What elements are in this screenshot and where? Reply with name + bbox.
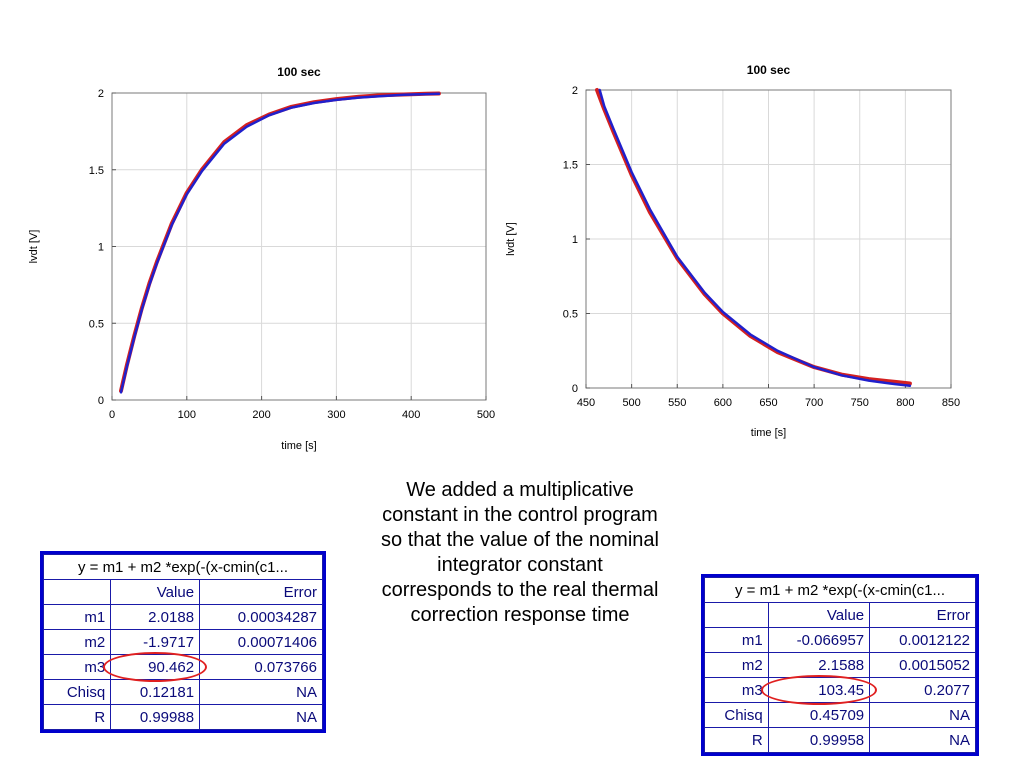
param-name: R xyxy=(704,727,769,753)
param-error: NA xyxy=(199,679,323,705)
y-tick-label: 2 xyxy=(98,88,104,100)
x-tick-label: 450 xyxy=(577,397,595,409)
chart-title: 100 sec xyxy=(747,63,791,77)
series-line-2 xyxy=(598,88,912,388)
param-name: Chisq xyxy=(42,679,112,705)
table-row: R 0.99988 NA xyxy=(42,704,323,730)
col-header-error: Error xyxy=(199,579,323,605)
param-name: m3 xyxy=(704,677,769,703)
x-tick-label: 300 xyxy=(327,409,345,421)
x-tick-label: 850 xyxy=(942,397,960,409)
fit-table-title: y = m1 + m2 *exp(-(x-cmin(c1... xyxy=(704,577,976,603)
param-name: m2 xyxy=(42,629,112,655)
chart-left: 0 100 200 300 400 500 0 0.5 1 1.5 2 100 sec time [s]… xyxy=(0,0,520,470)
param-error: NA xyxy=(869,702,976,728)
x-tick-label: 750 xyxy=(851,397,869,409)
col-header-error: Error xyxy=(869,602,976,628)
param-value: 2.0188 xyxy=(110,604,201,630)
x-tick-label: 0 xyxy=(109,409,115,421)
y-tick-label: 0.5 xyxy=(563,309,578,321)
table-row: Chisq 0.45709 NA xyxy=(704,702,976,728)
fit-table-left-grid: y = m1 + m2 *exp(-(x-cmin(c1... Value Er… xyxy=(42,554,323,730)
x-tick-label: 400 xyxy=(402,409,420,421)
series-line-2 xyxy=(119,92,441,394)
param-value-highlighted: 103.45 xyxy=(760,675,878,705)
fit-table-right-grid: y = m1 + m2 *exp(-(x-cmin(c1... Value Er… xyxy=(704,577,976,753)
x-tick-label: 800 xyxy=(896,397,914,409)
param-name: m3 xyxy=(42,654,112,680)
param-error: NA xyxy=(199,704,323,730)
y-tick-label: 2 xyxy=(572,85,578,97)
param-error: NA xyxy=(869,727,976,753)
param-name: m2 xyxy=(704,652,769,678)
table-row: m3 90.462 0.073766 xyxy=(42,652,323,682)
x-axis-label: time [s] xyxy=(281,440,316,452)
fit-table-left: y = m1 + m2 *exp(-(x-cmin(c1... Value Er… xyxy=(40,551,326,733)
param-value: 0.99988 xyxy=(110,704,201,730)
y-tick-label: 1.5 xyxy=(89,165,104,177)
table-row: m1 -0.066957 0.0012122 xyxy=(704,627,976,653)
col-header-value: Value xyxy=(110,579,201,605)
y-axis-label: lvdt [V] xyxy=(505,222,517,256)
param-value: -0.066957 xyxy=(767,627,871,653)
table-row: m1 2.0188 0.00034287 xyxy=(42,604,323,630)
x-tick-label: 650 xyxy=(759,397,777,409)
table-row: R 0.99958 NA xyxy=(704,727,976,753)
x-tick-label: 550 xyxy=(668,397,686,409)
param-value-highlighted: 90.462 xyxy=(103,652,208,682)
param-value: 0.12181 xyxy=(110,679,201,705)
y-tick-label: 1 xyxy=(572,234,578,246)
y-tick-label: 1 xyxy=(98,242,104,254)
chart-right-svg: 450 500 550 600 650 700 750 800 850 0 0.5 1 1.5 2 100 … xyxy=(505,63,960,439)
x-axis-label: time [s] xyxy=(751,427,786,439)
x-tick-label: 200 xyxy=(252,409,270,421)
table-row: m3 103.45 0.2077 xyxy=(704,675,976,705)
fit-table-title: y = m1 + m2 *exp(-(x-cmin(c1... xyxy=(43,554,323,580)
param-error: 0.0015052 xyxy=(869,652,976,678)
x-tick-label: 700 xyxy=(805,397,823,409)
fit-table-right: y = m1 + m2 *exp(-(x-cmin(c1... Value Er… xyxy=(701,574,979,756)
param-error: 0.00071406 xyxy=(199,629,323,655)
param-value: 2.1588 xyxy=(767,652,871,678)
chart-right: 450 500 550 600 650 700 750 800 850 0 0.5 1 1.5 2 100 … xyxy=(505,0,1020,470)
explanation-note: We added a multiplicative constant in th… xyxy=(381,479,659,626)
x-tick-label: 500 xyxy=(622,397,640,409)
series-line-1 xyxy=(595,88,912,386)
table-row: m2 -1.9717 0.00071406 xyxy=(42,629,323,655)
param-name: R xyxy=(42,704,112,730)
table-row: Chisq 0.12181 NA xyxy=(42,679,323,705)
y-tick-label: 0.5 xyxy=(89,318,104,330)
y-axis-label: lvdt [V] xyxy=(28,230,40,264)
param-value: -1.9717 xyxy=(110,629,201,655)
param-value-text: 90.462 xyxy=(148,658,195,676)
col-header-value: Value xyxy=(767,602,871,628)
param-name: m1 xyxy=(42,604,112,630)
table-row: m2 2.1588 0.0015052 xyxy=(704,652,976,678)
corner-cell xyxy=(704,602,769,628)
param-error: 0.00034287 xyxy=(199,604,323,630)
chart-title: 100 sec xyxy=(277,65,321,79)
y-tick-label: 0 xyxy=(572,383,578,395)
param-value-text: 103.45 xyxy=(818,681,865,699)
x-tick-label: 100 xyxy=(178,409,196,421)
y-tick-label: 1.5 xyxy=(563,160,578,172)
param-error: 0.0012122 xyxy=(869,627,976,653)
corner-cell xyxy=(42,579,112,605)
param-error: 0.073766 xyxy=(199,654,323,680)
param-value: 0.45709 xyxy=(767,702,871,728)
param-value: 0.99958 xyxy=(767,727,871,753)
param-error: 0.2077 xyxy=(869,677,976,703)
param-name: m1 xyxy=(704,627,769,653)
x-tick-label: 500 xyxy=(477,409,495,421)
series-line-1 xyxy=(119,91,441,393)
chart-left-svg: 0 100 200 300 400 500 0 0.5 1 1.5 2 100 sec time [s]… xyxy=(28,65,495,452)
y-tick-label: 0 xyxy=(98,395,104,407)
x-tick-label: 600 xyxy=(714,397,732,409)
param-name: Chisq xyxy=(704,702,769,728)
